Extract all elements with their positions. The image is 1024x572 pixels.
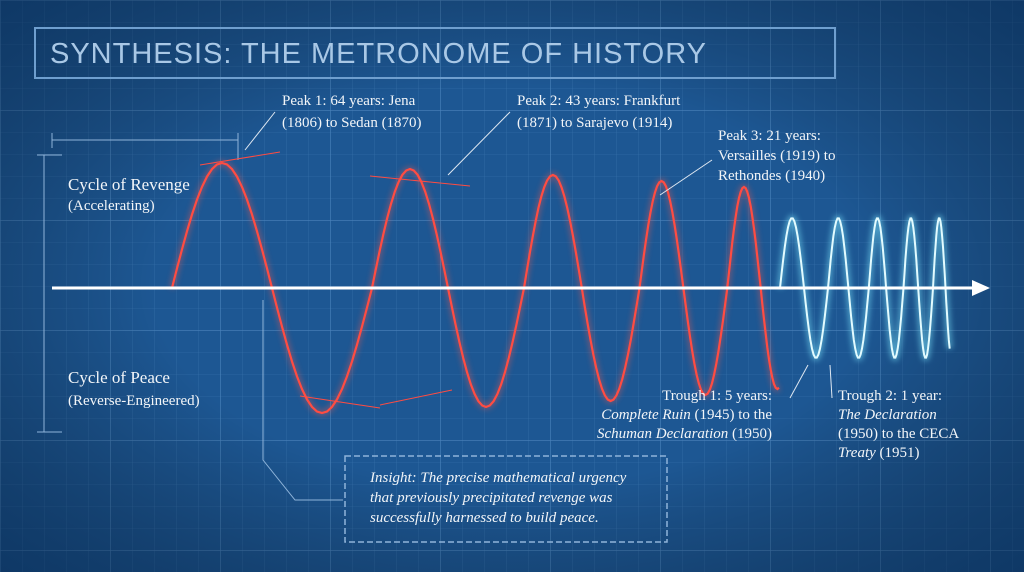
text-segment: (1945) to the xyxy=(691,407,773,423)
text-segment: (1871) to Sarajevo (1914) xyxy=(517,115,672,131)
annotation-insight: successfully harnessed to build peace. xyxy=(370,510,599,526)
waves xyxy=(169,151,953,416)
annotation-peak1: (1806) to Sedan (1870) xyxy=(282,115,422,131)
text-segment: Cycle of Peace xyxy=(68,368,170,387)
text-segment: that previously precipitated revenge was xyxy=(370,490,613,506)
title: SYNTHESIS: THE METRONOME OF HISTORY xyxy=(50,38,707,70)
text-segment: Schuman Declaration xyxy=(597,426,728,442)
annotation-insight: Insight: The precise mathematical urgenc… xyxy=(369,470,627,486)
annotation-revenge: Cycle of Revenge xyxy=(68,175,190,194)
annotation-peak1: Peak 1: 64 years: Jena xyxy=(282,93,416,109)
text-segment: successfully harnessed to build peace. xyxy=(370,510,599,526)
leader-lines xyxy=(244,111,833,399)
text-segment: (1951) xyxy=(876,445,920,461)
tangent-lines xyxy=(199,151,471,409)
annotation-trough2: Trough 2: 1 year: xyxy=(838,388,942,404)
annotation-trough2: Treaty (1951) xyxy=(838,445,920,461)
revenge-wave xyxy=(170,161,780,415)
axis-arrow xyxy=(972,280,990,296)
annotation-peace: Cycle of Peace xyxy=(68,368,170,387)
text-segment: Versailles (1919) to xyxy=(718,148,835,164)
annotation-trough1: Trough 1: 5 years: xyxy=(662,388,772,404)
text-segment: Peak 3: 21 years: xyxy=(718,128,821,144)
annotation-insight: that previously precipitated revenge was xyxy=(370,490,613,506)
annotation-trough2: The Declaration xyxy=(838,407,937,423)
dimension-lines xyxy=(37,133,343,501)
text-segment: The Declaration xyxy=(838,407,937,423)
annotation-trough2: (1950) to the CECA xyxy=(838,426,959,442)
text-segment: Peak 1: 64 years: Jena xyxy=(282,93,416,109)
annotation-revenge: (Accelerating) xyxy=(68,198,155,214)
text-segment: Treaty xyxy=(838,445,876,461)
text-segment: (Accelerating) xyxy=(68,198,155,214)
annotation-trough1: Schuman Declaration (1950) xyxy=(597,426,772,442)
annotation-peak2: Peak 2: 43 years: Frankfurt xyxy=(517,93,681,109)
text-segment: Trough 2: 1 year: xyxy=(838,388,942,404)
peace-wave xyxy=(779,217,951,359)
text-segment: Peak 2: 43 years: Frankfurt xyxy=(517,93,681,109)
text-segment: Rethondes (1940) xyxy=(718,168,825,184)
text-segment: Trough 1: 5 years: xyxy=(662,388,772,404)
text-segment: (1950) to the CECA xyxy=(838,426,959,442)
text-segment: Insight: The precise mathematical urgenc… xyxy=(369,470,627,486)
text-segment: (1950) xyxy=(728,426,772,442)
annotation-peace: (Reverse-Engineered) xyxy=(68,393,200,409)
title-box xyxy=(34,27,836,79)
text-segment: Complete Ruin xyxy=(601,407,691,423)
text-segment: (Reverse-Engineered) xyxy=(68,393,200,409)
annotation-peak3: Peak 3: 21 years: xyxy=(718,128,821,144)
insight-box xyxy=(344,455,668,543)
text-segment: Cycle of Revenge xyxy=(68,175,190,194)
text-segment: (1806) to Sedan (1870) xyxy=(282,115,422,131)
annotation-peak2: (1871) to Sarajevo (1914) xyxy=(517,115,672,131)
annotation-peak3: Versailles (1919) to xyxy=(718,148,835,164)
annotation-peak3: Rethondes (1940) xyxy=(718,168,825,184)
annotation-trough1: Complete Ruin (1945) to the xyxy=(601,407,772,423)
